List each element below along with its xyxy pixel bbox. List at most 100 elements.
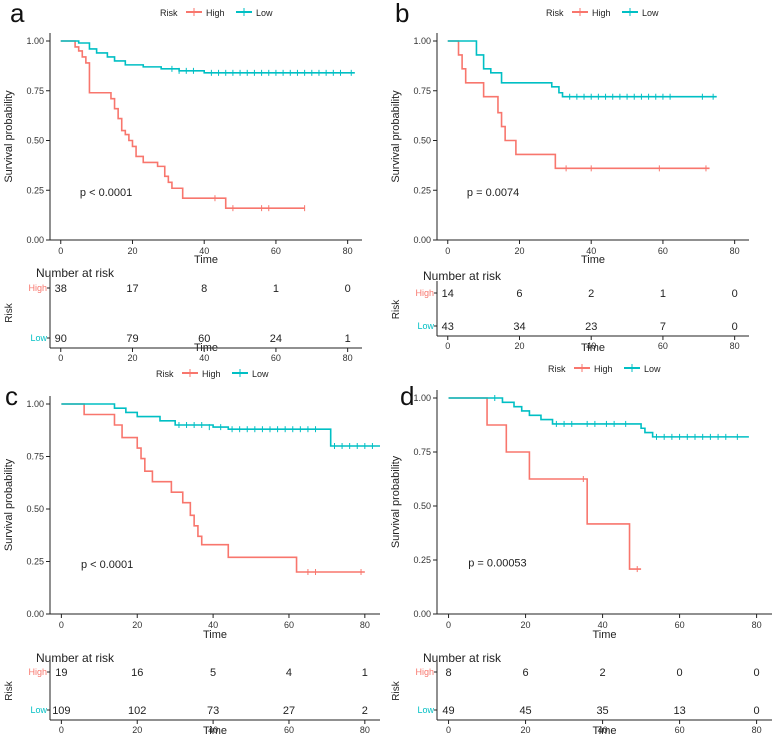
legend-title: Risk bbox=[156, 369, 174, 379]
km-curve-high bbox=[60, 40, 305, 209]
x-tick-label: 60 bbox=[658, 246, 668, 256]
y-tick-label: 0.75 bbox=[413, 447, 431, 457]
x-tick-label: 0 bbox=[445, 246, 450, 256]
risk-table-title: Number at risk bbox=[36, 651, 115, 665]
risk-value: 1 bbox=[362, 667, 368, 679]
risk-row-label-low: Low bbox=[30, 333, 47, 343]
risk-table: Number at risk High 38 17 8 1 0 Low 90 79 60 24 1 0 20… bbox=[4, 266, 362, 363]
risk-row-label-low: Low bbox=[417, 705, 434, 715]
risk-value: 27 bbox=[283, 705, 295, 717]
x-tick-label: 20 bbox=[521, 620, 531, 630]
x-tick-label: 60 bbox=[284, 620, 294, 630]
legend-title: Risk bbox=[548, 364, 566, 374]
y-tick-label: 1.00 bbox=[26, 36, 44, 46]
risk-value: 6 bbox=[523, 667, 529, 679]
risk-table-x-title: Time bbox=[592, 725, 616, 737]
risk-x-tick-label: 20 bbox=[132, 725, 142, 735]
x-tick-label: 80 bbox=[360, 620, 370, 630]
risk-table-y-title: Risk bbox=[391, 299, 402, 319]
risk-value: 7 bbox=[660, 321, 666, 333]
risk-x-tick-label: 80 bbox=[752, 725, 762, 735]
x-axis-title: Time bbox=[581, 254, 605, 266]
risk-x-tick-label: 20 bbox=[127, 353, 137, 363]
y-tick-label: 0.50 bbox=[26, 504, 44, 514]
y-tick-label: 1.00 bbox=[26, 399, 44, 409]
risk-value: 2 bbox=[362, 705, 368, 717]
risk-value: 13 bbox=[673, 705, 685, 717]
p-value-annotation: p = 0.0074 bbox=[467, 187, 519, 199]
risk-table-title: Number at risk bbox=[36, 266, 115, 280]
risk-row-label-high: High bbox=[28, 283, 47, 293]
panel-label: c bbox=[5, 381, 18, 411]
km-curve-high bbox=[447, 40, 710, 170]
risk-value: 1 bbox=[345, 333, 351, 345]
risk-value: 0 bbox=[345, 283, 351, 295]
risk-value: 0 bbox=[754, 705, 760, 717]
x-tick-label: 60 bbox=[271, 246, 281, 256]
y-tick-label: 0.75 bbox=[413, 86, 431, 96]
risk-row-label-low: Low bbox=[417, 321, 434, 331]
risk-x-tick-label: 80 bbox=[343, 353, 353, 363]
x-axis-title: Time bbox=[194, 254, 218, 266]
risk-value: 1 bbox=[273, 283, 279, 295]
km-curve-low bbox=[60, 40, 355, 74]
legend-title: Risk bbox=[546, 8, 564, 18]
legend-entry-low: Low bbox=[252, 369, 269, 379]
risk-value: 1 bbox=[660, 288, 666, 300]
risk-value: 43 bbox=[442, 321, 454, 333]
y-tick-label: 0.50 bbox=[26, 136, 44, 146]
km-curve-high bbox=[61, 403, 365, 573]
y-tick-label: 0.00 bbox=[413, 609, 431, 619]
y-tick-label: 1.00 bbox=[413, 393, 431, 403]
risk-value: 2 bbox=[600, 667, 606, 679]
x-tick-label: 40 bbox=[586, 246, 596, 256]
p-value-annotation: p = 0.00053 bbox=[468, 557, 526, 569]
x-tick-label: 80 bbox=[343, 246, 353, 256]
risk-x-tick-label: 40 bbox=[199, 353, 209, 363]
risk-x-tick-label: 20 bbox=[521, 725, 531, 735]
legend-entry-high: High bbox=[594, 364, 613, 374]
risk-value: 109 bbox=[52, 705, 70, 717]
y-tick-label: 0.75 bbox=[26, 86, 44, 96]
y-tick-label: 1.00 bbox=[413, 36, 431, 46]
y-tick-label: 0.00 bbox=[26, 235, 44, 245]
risk-x-tick-label: 0 bbox=[58, 353, 63, 363]
risk-x-tick-label: 60 bbox=[284, 725, 294, 735]
risk-value: 79 bbox=[126, 333, 138, 345]
legend-entry-high: High bbox=[592, 8, 611, 18]
risk-x-tick-label: 0 bbox=[445, 341, 450, 351]
y-tick-label: 0.25 bbox=[26, 557, 44, 567]
y-tick-label: 0.25 bbox=[413, 555, 431, 565]
risk-value: 38 bbox=[55, 283, 67, 295]
risk-x-tick-label: 80 bbox=[360, 725, 370, 735]
risk-x-tick-label: 60 bbox=[658, 341, 668, 351]
y-tick-label: 0.50 bbox=[413, 136, 431, 146]
risk-value: 4 bbox=[286, 667, 292, 679]
x-tick-label: 60 bbox=[675, 620, 685, 630]
panel-a: a Risk High Low 0.00 0.25 0.50 0.75 1.00 0 20 40 60 8… bbox=[3, 0, 362, 363]
risk-x-tick-label: 40 bbox=[208, 725, 218, 735]
x-tick-label: 80 bbox=[752, 620, 762, 630]
legend-entry-low: Low bbox=[256, 8, 273, 18]
risk-value: 73 bbox=[207, 705, 219, 717]
legend-entry-low: Low bbox=[644, 364, 661, 374]
risk-value: 45 bbox=[519, 705, 531, 717]
risk-value: 0 bbox=[732, 321, 738, 333]
y-axis-title: Survival probability bbox=[3, 90, 15, 183]
risk-table: Number at risk High 14 6 2 1 0 Low 43 34 23 7 0 0 20 40… bbox=[391, 269, 749, 354]
y-tick-label: 0.75 bbox=[26, 452, 44, 462]
legend: Risk High Low bbox=[548, 364, 661, 374]
legend: Risk High Low bbox=[160, 8, 273, 18]
risk-table-y-title: Risk bbox=[4, 680, 15, 700]
risk-row-label-low: Low bbox=[30, 705, 47, 715]
y-tick-label: 0.25 bbox=[413, 185, 431, 195]
risk-value: 14 bbox=[442, 288, 454, 300]
km-curve-low bbox=[448, 397, 749, 438]
risk-value: 0 bbox=[754, 667, 760, 679]
risk-x-tick-label: 0 bbox=[59, 725, 64, 735]
